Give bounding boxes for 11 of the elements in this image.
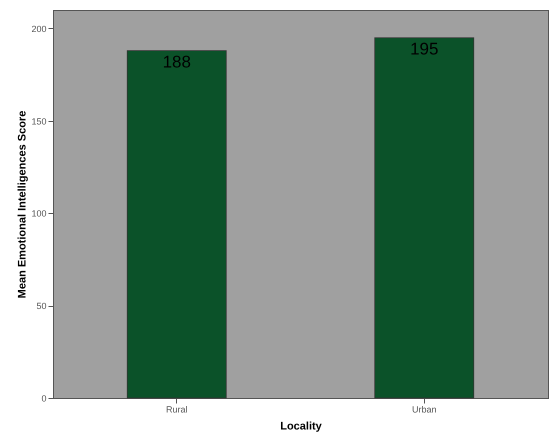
y-tick-label: 50 bbox=[36, 301, 46, 312]
y-tick-label: 150 bbox=[31, 116, 46, 126]
data-label: 188 bbox=[162, 52, 191, 72]
y-tick-label: 200 bbox=[31, 24, 46, 34]
x-tick-label: Urban bbox=[412, 404, 437, 414]
x-tick-label: Rural bbox=[166, 404, 188, 414]
data-label: 195 bbox=[410, 40, 438, 59]
y-tick-label: 0 bbox=[41, 394, 46, 404]
x-axis-title: Locality bbox=[280, 420, 323, 432]
y-axis-title: Mean Emotional Intelligences Score bbox=[16, 110, 28, 298]
y-tick-label: 100 bbox=[31, 208, 46, 219]
